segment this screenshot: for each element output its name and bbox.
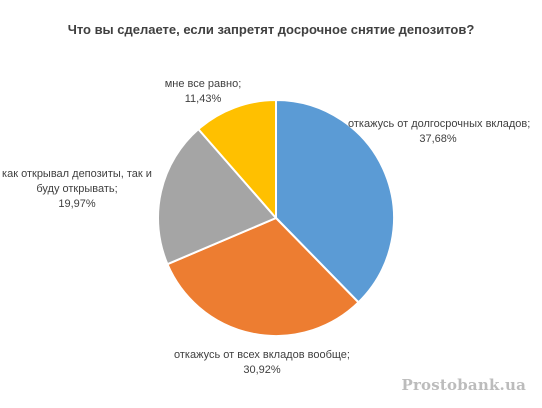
slice-all-deposits [166, 217, 360, 337]
slice-long-term [275, 99, 395, 304]
slice-dont-care [197, 99, 277, 219]
slice-label-dont-care: мне все равно; 11,43% [128, 77, 278, 107]
slice-label-keep-opening-value: 19,97% [58, 198, 96, 210]
slice-label-long-term-text: откажусь от долгосрочных вкладов; [348, 118, 531, 130]
chart-title: Что вы сделаете, если запретят досрочное… [67, 22, 475, 37]
slice-label-all-deposits: откажусь от всех вкладов вообще; 30,92% [102, 348, 422, 378]
slice-label-dont-care-text: мне все равно; [164, 78, 242, 90]
slice-label-long-term: откажусь от долгосрочных вкладов; 37,68% [348, 117, 531, 147]
slice-label-keep-opening-text: как открывал депозиты, так и буду открыв… [2, 168, 152, 195]
slice-label-all-deposits-value: 30,92% [243, 364, 281, 376]
slice-label-dont-care-value: 11,43% [184, 93, 222, 105]
slice-label-keep-opening: как открывал депозиты, так и буду открыв… [2, 167, 152, 212]
slice-label-long-term-value: 37,68% [419, 133, 457, 145]
site-watermark: Prostobank.ua [401, 376, 526, 394]
slice-label-all-deposits-text: откажусь от всех вкладов вообще; [174, 349, 350, 361]
slice-keep-opening [157, 128, 277, 266]
